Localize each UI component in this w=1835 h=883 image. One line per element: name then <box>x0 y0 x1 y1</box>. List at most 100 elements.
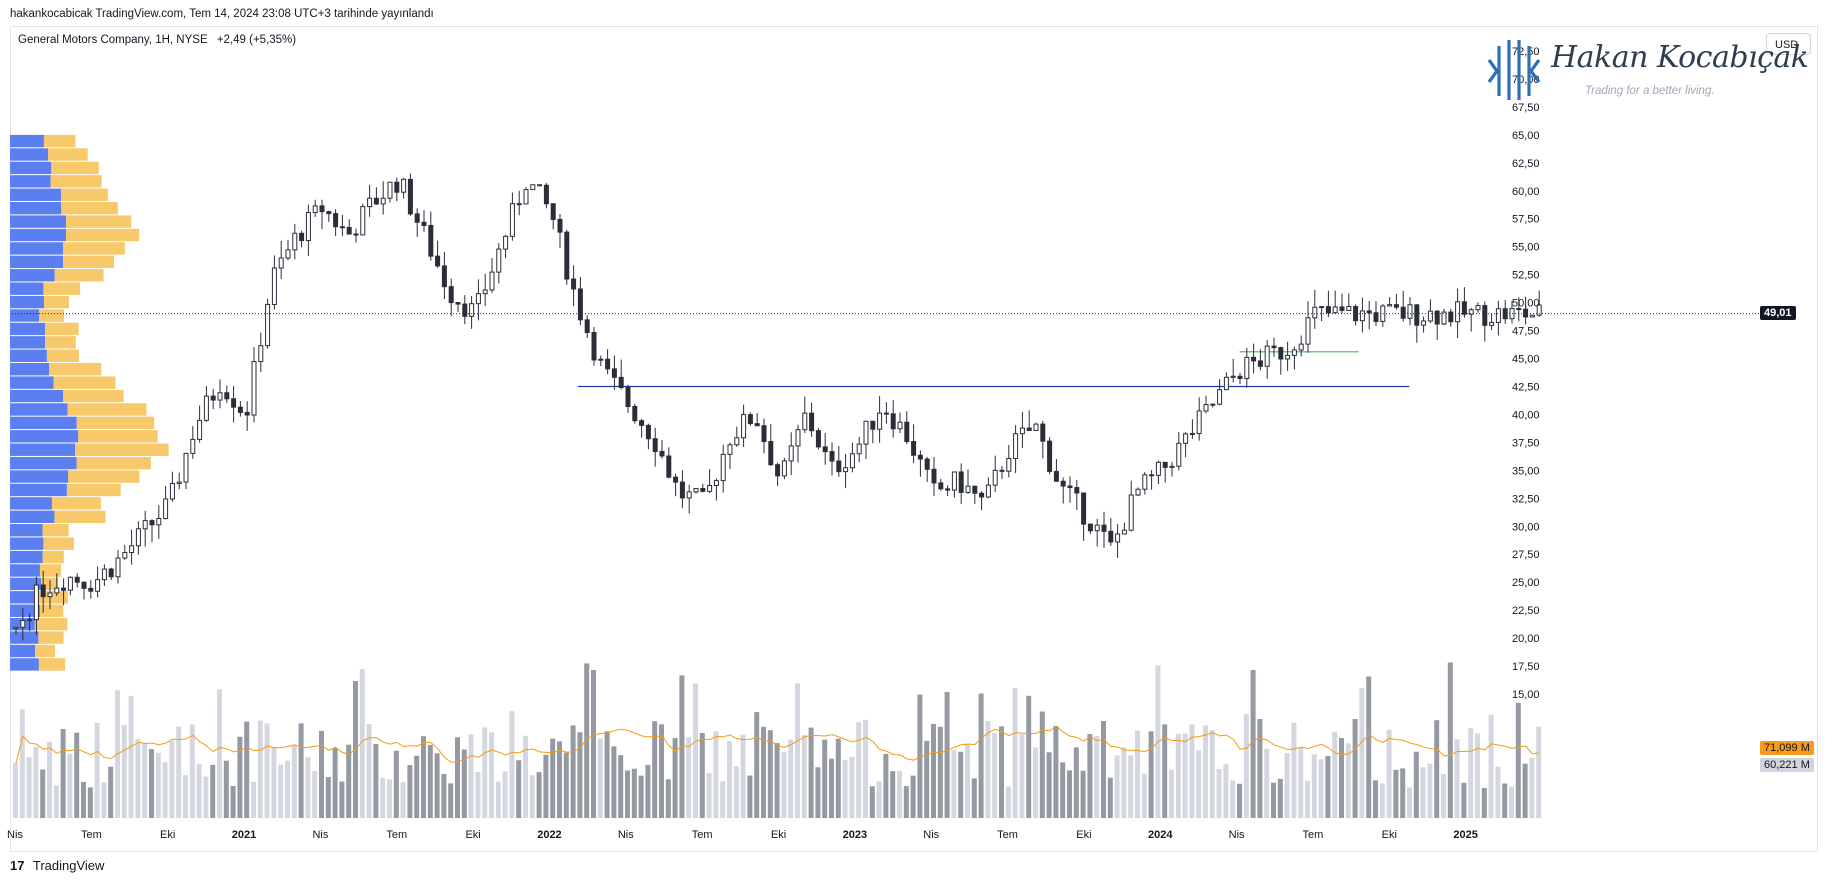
candle-down <box>1074 487 1080 494</box>
volume-bar <box>937 726 943 818</box>
volume-bar <box>1019 734 1025 818</box>
volume-bar <box>1359 687 1365 818</box>
profile-bar-sell <box>43 537 74 550</box>
volume-bar <box>754 712 760 818</box>
volume-bar <box>1087 734 1093 818</box>
volume-bar <box>1536 726 1542 818</box>
candle-down <box>346 226 352 235</box>
volume-bar <box>1012 687 1018 818</box>
profile-bar-buy <box>10 242 63 255</box>
volume-bar <box>604 731 610 818</box>
volume-bar <box>60 728 66 818</box>
volume-bar <box>502 771 508 818</box>
candle-down <box>394 181 400 193</box>
candle-down <box>577 288 583 321</box>
volume-bar <box>992 732 998 818</box>
candle-up <box>265 303 271 347</box>
candle-down <box>1339 306 1345 311</box>
volume-bar <box>407 765 413 818</box>
volume-bar <box>645 765 651 818</box>
volume-bar <box>257 720 263 818</box>
candle-down <box>550 203 556 220</box>
profile-bar-sell <box>51 161 99 175</box>
candle-up <box>197 419 203 440</box>
candle-up <box>788 445 794 462</box>
volume-bar <box>672 738 678 818</box>
candle-up <box>203 395 209 421</box>
volume-bar <box>1080 770 1086 818</box>
candle-up <box>781 460 787 477</box>
volume-bar <box>441 773 447 818</box>
candle-down <box>1482 305 1488 326</box>
author-logo: Hakan Kocabıçak Trading for a better liv… <box>1485 38 1809 108</box>
candle-up <box>503 235 509 250</box>
volume-bar <box>149 749 154 818</box>
candle-down <box>1393 304 1399 308</box>
candle-up <box>115 557 121 578</box>
candle-down <box>407 178 413 215</box>
candle-down <box>904 421 910 443</box>
candle-down <box>40 584 46 598</box>
candle-up <box>1033 423 1039 431</box>
candle-down <box>1325 306 1331 314</box>
candle-down <box>564 231 570 280</box>
candle-up <box>1013 433 1019 459</box>
candle-down <box>244 411 250 416</box>
volume-bar <box>835 738 841 818</box>
candle-up <box>1183 433 1189 444</box>
candle-up <box>1176 442 1182 467</box>
volume-bar <box>1413 751 1419 818</box>
volume-bar <box>883 753 889 818</box>
volume-bar <box>890 771 896 818</box>
candle-down <box>659 450 665 457</box>
candle-down <box>1251 356 1257 362</box>
price-tick-label: 32,50 <box>1512 493 1540 505</box>
volume-bar <box>339 781 345 818</box>
volume-bar <box>359 669 365 818</box>
candle-up <box>1387 304 1393 307</box>
candle-up <box>1121 529 1127 535</box>
volume-bar <box>1203 725 1208 818</box>
candle-down <box>1237 375 1243 379</box>
candle-down <box>1081 492 1087 525</box>
candle-down <box>1162 461 1168 468</box>
currency-button[interactable]: USD <box>1766 33 1811 55</box>
volume-bar <box>665 779 671 818</box>
candle-down <box>870 420 876 430</box>
candle-up <box>1421 320 1427 326</box>
candle-up <box>1006 457 1012 472</box>
top-bar: hakankocabicak TradingView.com, Tem 14, … <box>0 0 1835 26</box>
candle-down <box>421 221 427 226</box>
volume-bar <box>237 736 243 818</box>
volume-bar <box>1230 780 1236 818</box>
volume-bar <box>203 776 209 818</box>
volume-bar <box>516 760 522 818</box>
candle-up <box>13 626 19 630</box>
volume-bar <box>1209 730 1215 818</box>
volume-bar <box>584 663 590 818</box>
candle-up <box>1489 321 1495 326</box>
volume-bar <box>1339 737 1344 818</box>
candle-down <box>1434 310 1440 325</box>
price-tick-label: 17,50 <box>1512 661 1540 673</box>
volume-bar <box>971 778 977 818</box>
published-info: hakankocabicak TradingView.com, Tem 14, … <box>10 8 434 20</box>
profile-bar-sell <box>43 295 69 309</box>
candle-up <box>1305 317 1311 345</box>
profile-bar-sell <box>78 430 158 443</box>
volume-bar <box>1393 769 1399 818</box>
profile-bar-sell <box>35 644 56 658</box>
profile-bar-buy <box>10 228 66 242</box>
candle-down <box>448 286 454 304</box>
profile-bar-sell <box>66 483 121 497</box>
volume-bar <box>1515 702 1521 818</box>
time-tick-label: Eki <box>771 829 786 841</box>
volume-bar <box>1373 780 1378 818</box>
volume-bar <box>291 745 297 818</box>
volume-bar <box>869 786 875 818</box>
volume-bar <box>1169 769 1174 818</box>
volume-bar <box>849 756 855 818</box>
price-tick-label: 20,00 <box>1512 633 1540 645</box>
volume-bar <box>686 737 692 818</box>
